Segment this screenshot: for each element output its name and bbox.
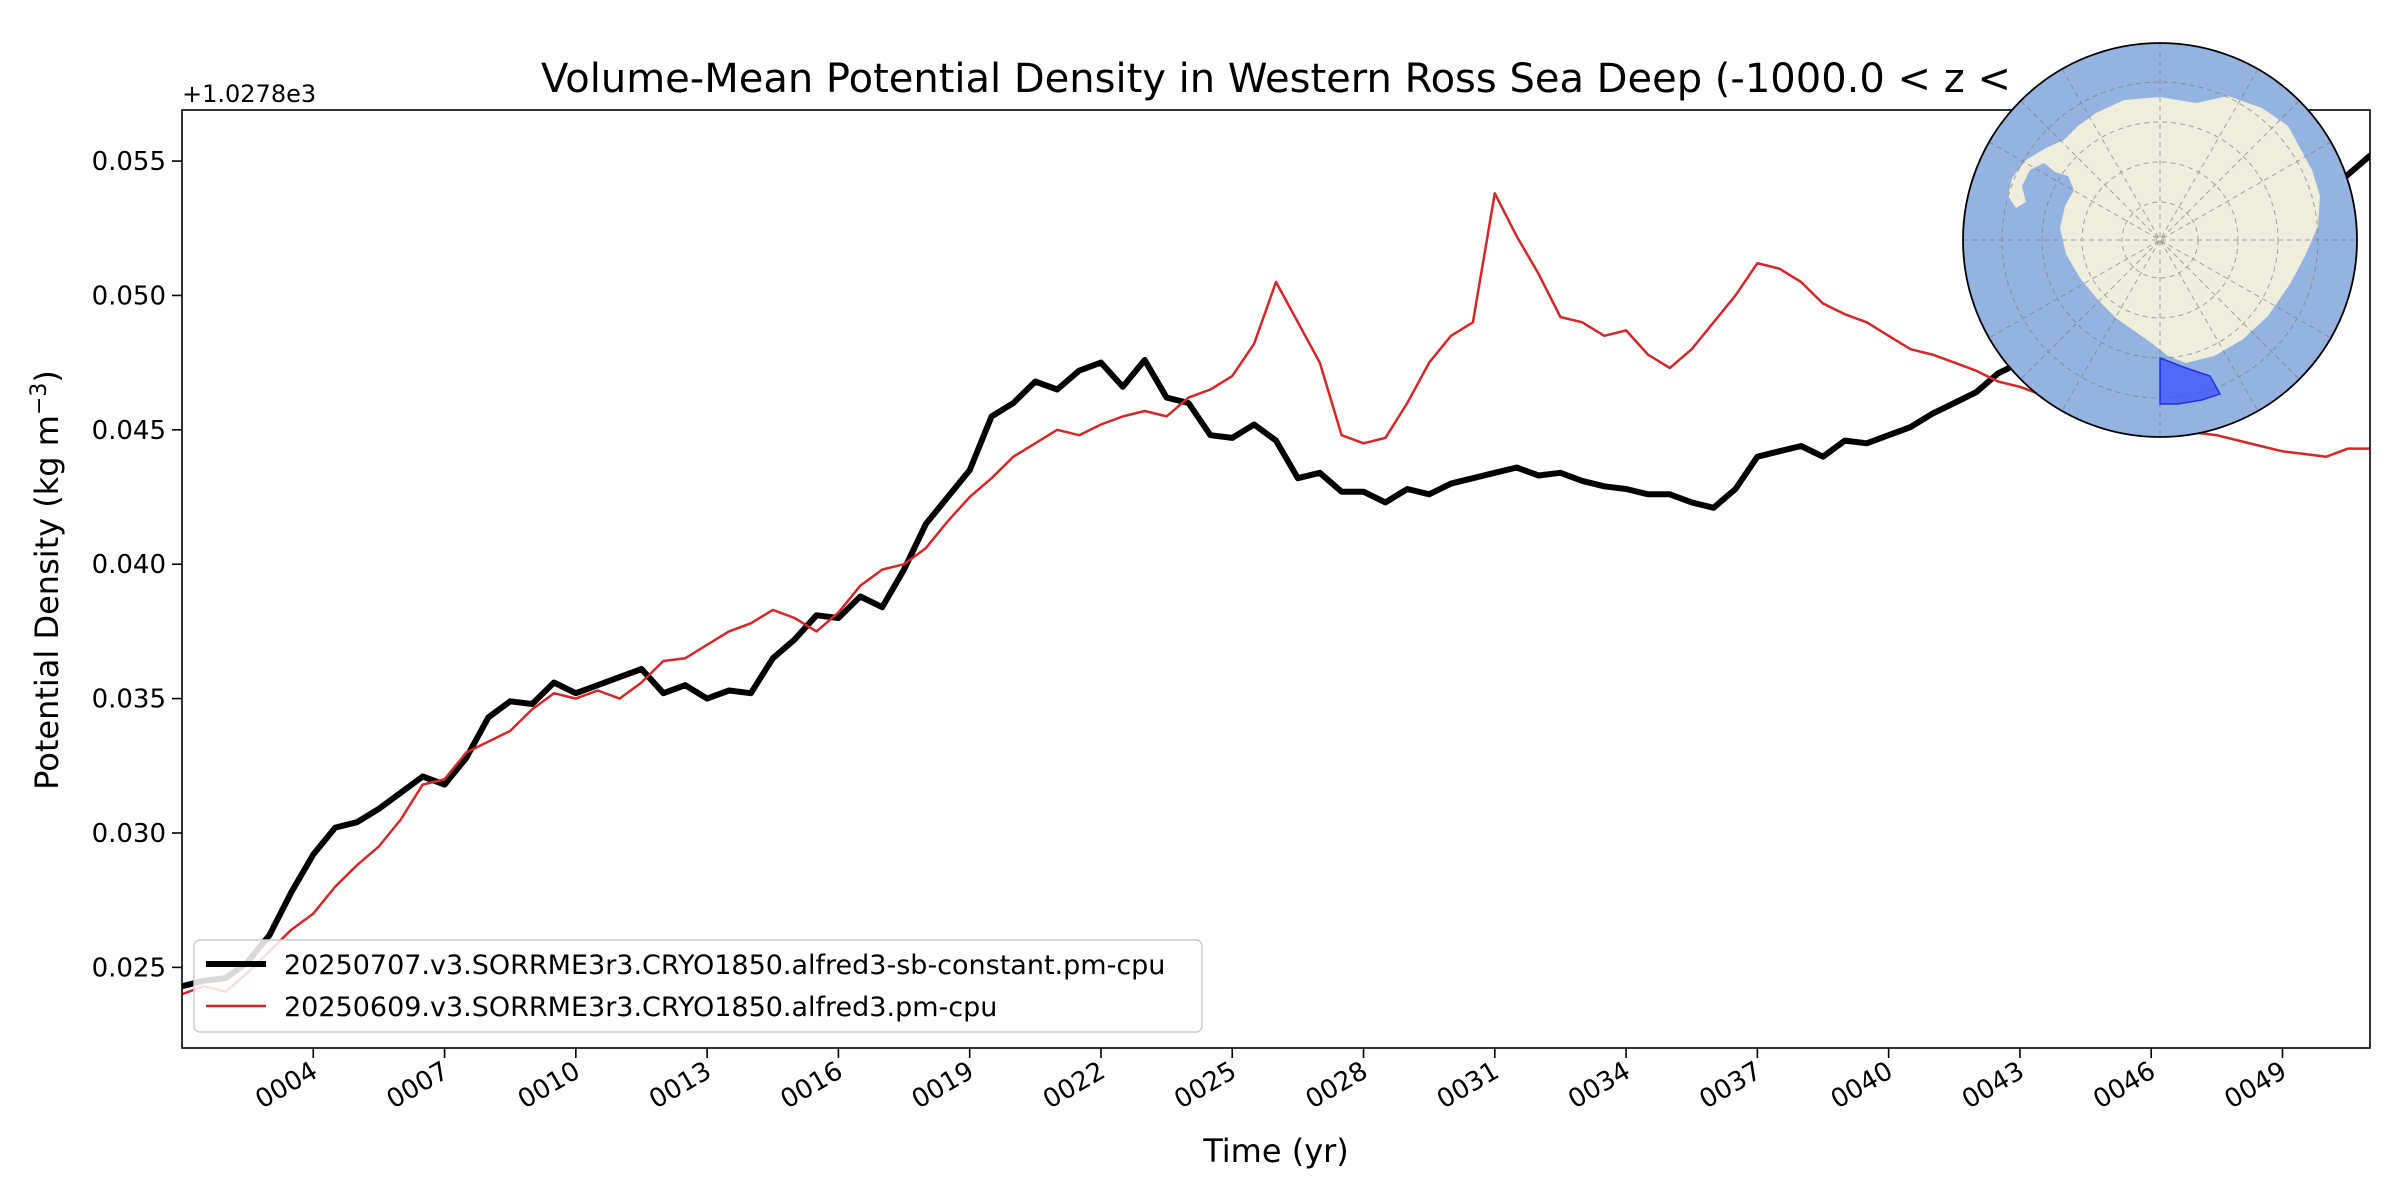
y-tick-label: 0.035: [92, 685, 166, 715]
series-line-1: [182, 152, 2370, 990]
legend-box: [193, 939, 1203, 1033]
y-axis-label: Potential Density (kg m−3): [27, 370, 66, 790]
y-offset-label: +1.0278e3: [182, 80, 316, 108]
legend-label-series-2: 20250609.v3.SORRME3r3.CRYO1850.alfred3.p…: [284, 992, 997, 1023]
map-selected-region: [2159, 356, 2222, 405]
y-axis-label-exponent: −3: [27, 383, 52, 415]
y-tick-label: 0.025: [92, 953, 166, 983]
axes-frame: [181, 109, 2371, 1049]
map-outline: [1962, 42, 2358, 438]
chart-title: Volume-Mean Potential Density in Western…: [541, 56, 2011, 102]
legend: 20250707.v3.SORRME3r3.CRYO1850.alfred3-s…: [193, 939, 1203, 1033]
y-axis-label-close: ): [28, 370, 66, 382]
y-tick-label: 0.050: [92, 281, 166, 311]
y-axis: 0.025 0.030 0.035 0.040 0.045 0.050 0.055: [92, 147, 182, 983]
legend-label-series-1: 20250707.v3.SORRME3r3.CRYO1850.alfred3-s…: [284, 950, 1165, 981]
series-line-2: [182, 192, 2370, 996]
x-axis-label: Time (yr): [1202, 1132, 1349, 1170]
y-tick-label: 0.030: [92, 819, 166, 849]
map-antarctica-land: [2008, 96, 2320, 363]
y-tick-label: 0.040: [92, 550, 166, 580]
y-axis-label-text: Potential Density (kg m: [28, 415, 66, 790]
series-layer: [182, 152, 2370, 996]
y-tick-label: 0.055: [92, 147, 166, 177]
inset-region-map: [1962, 42, 2358, 438]
y-tick-label: 0.045: [92, 416, 166, 446]
